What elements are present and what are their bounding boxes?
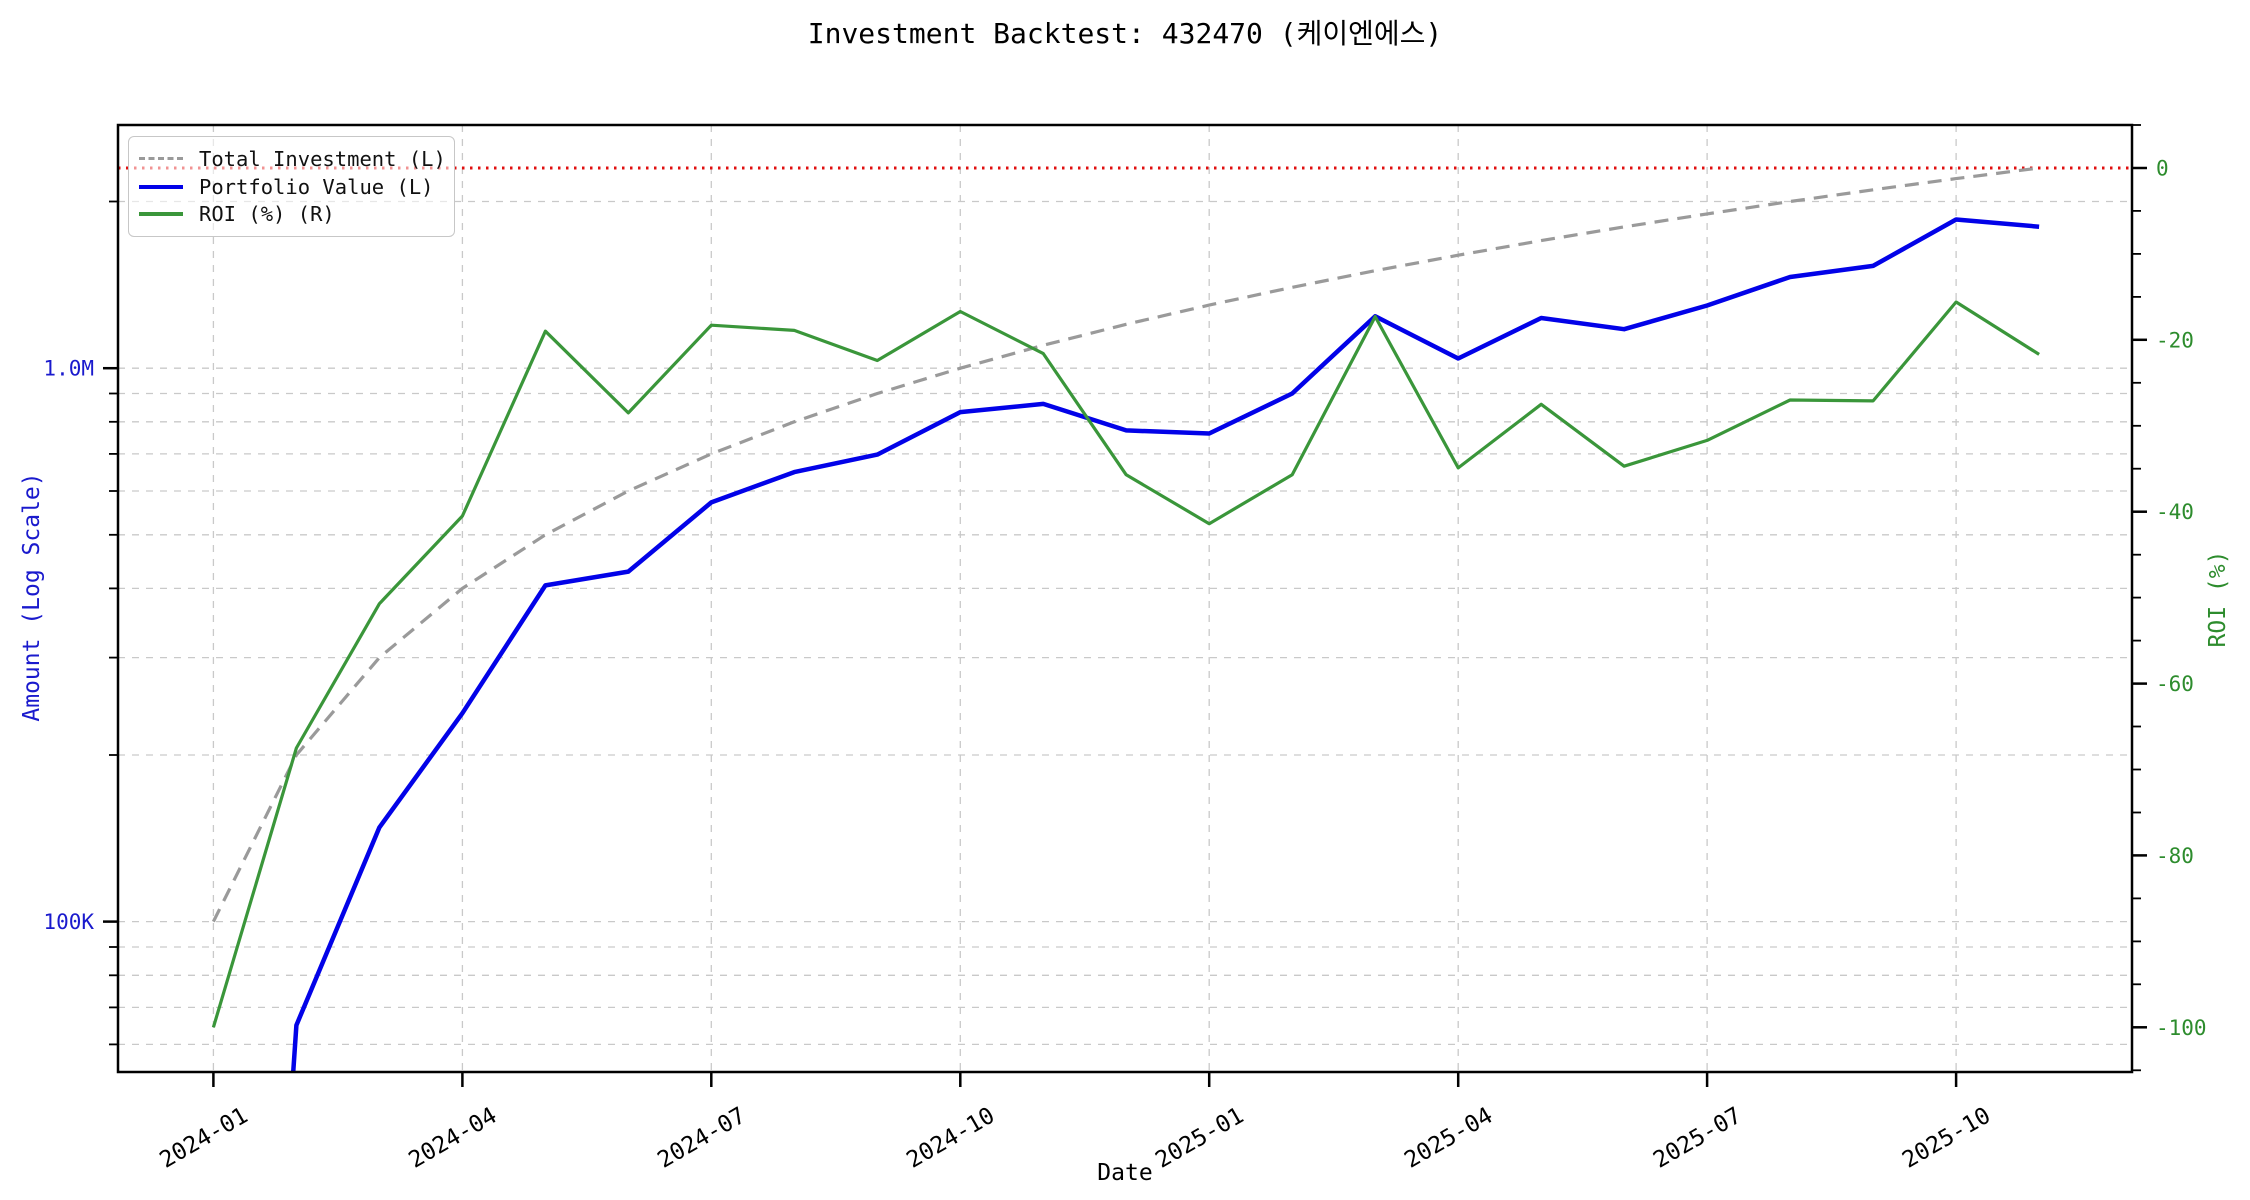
chart-title: Investment Backtest: 432470 (케이엔에스) xyxy=(807,17,1443,50)
right-axis-ticks xyxy=(2132,166,2147,1029)
plot-background xyxy=(118,125,2132,1072)
legend-line-total-investment-swatch xyxy=(139,157,183,161)
legend-item-total-investment[interactable]: Total Investment (L) xyxy=(139,145,446,173)
series-portfolio-value-l-line xyxy=(290,217,2040,1072)
left-axis-ticks xyxy=(103,366,118,923)
legend-item-roi[interactable]: ROI (%) (R) xyxy=(139,200,442,228)
series-roi-r-line xyxy=(211,300,2040,1028)
gridlines xyxy=(118,125,2132,1072)
svg-text:100K: 100K xyxy=(43,910,94,934)
svg-text:-20: -20 xyxy=(2156,328,2194,352)
legend: Total Investment (L) Portfolio Value (L)… xyxy=(128,136,455,237)
series-group xyxy=(211,166,2040,1072)
legend-label-roi: ROI (%) (R) xyxy=(199,202,335,227)
left-axis-minor-ticks xyxy=(109,200,118,1046)
legend-line-roi-swatch xyxy=(139,212,183,217)
legend-label-portfolio-value: Portfolio Value (L) xyxy=(199,174,434,199)
right-axis-tick-labels: 0 -20 -40 -60 -80 -100 xyxy=(2156,157,2207,1040)
x-axis-title: Date xyxy=(1097,1160,1153,1186)
series-total-investment-l-line xyxy=(211,166,2040,923)
svg-text:-40: -40 xyxy=(2156,500,2194,524)
svg-text:0: 0 xyxy=(2156,157,2169,181)
left-axis-title: Amount (Log Scale) xyxy=(19,472,45,722)
right-axis-minor-ticks xyxy=(2132,124,2141,1072)
svg-text:1.0M: 1.0M xyxy=(43,357,94,381)
x-axis-ticks xyxy=(212,1072,1958,1087)
right-axis-title: ROI (%) xyxy=(2205,550,2231,648)
svg-text:-100: -100 xyxy=(2156,1016,2207,1040)
svg-text:-80: -80 xyxy=(2156,844,2194,868)
legend-item-portfolio-value[interactable]: Portfolio Value (L) xyxy=(139,173,442,201)
left-axis-tick-labels: 1.0M 100K xyxy=(43,357,94,934)
legend-line-portfolio-value-swatch xyxy=(139,184,183,189)
svg-text:-60: -60 xyxy=(2156,672,2194,696)
legend-label-total-investment: Total Investment (L) xyxy=(199,146,446,171)
plot-border xyxy=(116,123,2134,1074)
